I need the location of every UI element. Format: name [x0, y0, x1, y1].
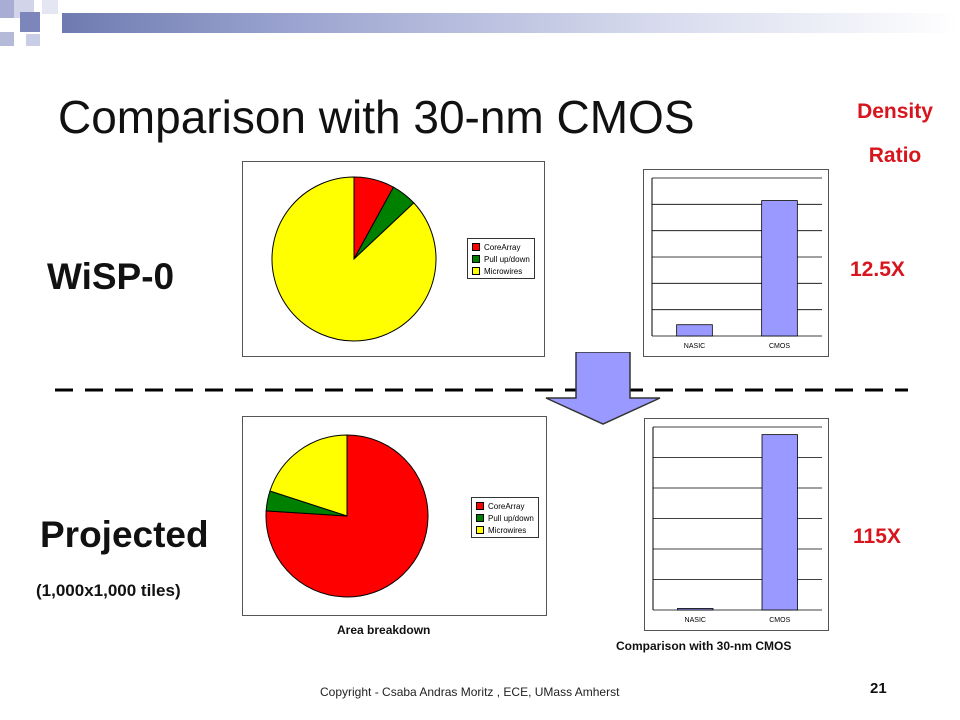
legend-item-corearray: CoreArray — [472, 241, 530, 253]
legend-label: CoreArray — [488, 501, 525, 511]
ratio-value-projected: 115X — [853, 525, 901, 548]
bar-tick-label: CMOS — [769, 343, 790, 350]
legend-label: Pull up/down — [488, 513, 534, 523]
row-label-projected: Projected — [40, 514, 209, 555]
bar-chart-wisp0-svg: NASIC CMOS — [651, 177, 822, 350]
bar-nasic — [677, 608, 714, 611]
page-number: 21 — [870, 680, 887, 697]
legend-swatch-green — [476, 514, 484, 522]
pie-chart-projected-svg — [265, 434, 429, 598]
bar-chart-projected-svg: NASIC CMOS — [652, 426, 822, 624]
ratio-value-wisp0: 12.5X — [850, 258, 905, 281]
pie-chart-projected: CoreArray Pull up/down Microwires — [242, 416, 547, 616]
down-arrow-shape — [545, 352, 661, 425]
row-sublabel-projected: (1,000x1,000 tiles) — [36, 581, 181, 600]
bar-cmos — [761, 200, 798, 337]
bar-tick-label: NASIC — [685, 617, 706, 624]
pie-chart-wisp0-svg — [271, 176, 437, 342]
header-gradient-bar — [62, 13, 960, 33]
legend-item-pullupdown: Pull up/down — [472, 253, 530, 265]
header-decoration-square — [0, 0, 14, 18]
separator-and-arrow — [55, 352, 908, 425]
caption-comparison: Comparison with 30-nm CMOS — [616, 639, 792, 653]
row-label-wisp0: WiSP-0 — [47, 256, 175, 297]
header-decoration-square — [20, 12, 40, 32]
pie-chart-wisp0: CoreArray Pull up/down Microwires — [242, 161, 545, 357]
density-ratio-heading: Density Ratio — [840, 90, 950, 178]
bar-tick-label: CMOS — [769, 617, 790, 624]
legend-swatch-yellow — [472, 267, 480, 275]
header-decoration-square — [0, 32, 14, 46]
legend-item-corearray: CoreArray — [476, 500, 534, 512]
header-decoration-square — [42, 0, 58, 14]
legend-label: Microwires — [484, 266, 523, 276]
legend-swatch-yellow — [476, 526, 484, 534]
pie-legend-wisp0: CoreArray Pull up/down Microwires — [467, 238, 535, 279]
slide-title: Comparison with 30-nm CMOS — [58, 91, 695, 143]
legend-label: Pull up/down — [484, 254, 530, 264]
bar-nasic — [676, 324, 713, 337]
header-decoration-square — [26, 34, 40, 46]
density-heading-line2: Ratio — [868, 144, 922, 167]
bar-chart-projected: NASIC CMOS — [644, 418, 829, 631]
legend-label: Microwires — [488, 525, 527, 535]
pie-slice-microwires — [271, 176, 437, 342]
pie-slice-microwires — [269, 434, 348, 517]
footer-copyright: Copyright - Csaba Andras Moritz , ECE, U… — [320, 685, 620, 699]
caption-area-breakdown: Area breakdown — [337, 623, 431, 637]
legend-swatch-red — [472, 243, 480, 251]
bar-chart-wisp0: NASIC CMOS — [643, 169, 829, 357]
legend-item-microwires: Microwires — [476, 524, 534, 536]
legend-swatch-red — [476, 502, 484, 510]
pie-legend-projected: CoreArray Pull up/down Microwires — [471, 497, 539, 538]
legend-swatch-green — [472, 255, 480, 263]
legend-item-pullupdown: Pull up/down — [476, 512, 534, 524]
legend-label: CoreArray — [484, 242, 521, 252]
bar-tick-label: NASIC — [684, 343, 705, 350]
density-heading-line1: Density — [857, 100, 933, 123]
bar-cmos — [761, 434, 798, 611]
legend-item-microwires: Microwires — [472, 265, 530, 277]
